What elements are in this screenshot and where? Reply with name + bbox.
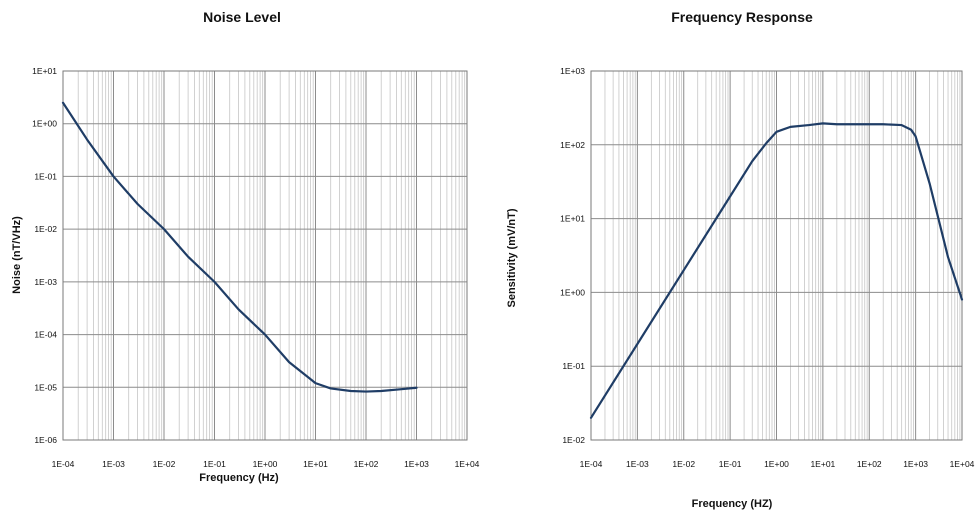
- x-tick-label: 1E-01: [203, 459, 226, 469]
- x-axis-label: Frequency (HZ): [692, 498, 773, 510]
- y-tick-label: 1E+00: [560, 287, 585, 297]
- plot-grid: [590, 70, 963, 441]
- plot-frame: [590, 70, 963, 441]
- y-tick-label: 1E+01: [560, 214, 585, 224]
- x-tick-label: 1E-04: [52, 459, 75, 469]
- y-axis-label: Sensitivity (mV/nT): [506, 208, 518, 307]
- x-tick-label: 1E+02: [857, 459, 882, 469]
- tick-labels: 1E-04 1E-03 1E-02 1E-01 1E+00 1E+01 1E+02 1E+03…: [32, 66, 480, 469]
- y-tick-label: 1E-02: [562, 435, 585, 445]
- x-tick-label: 1E-02: [153, 459, 176, 469]
- x-tick-label: 1E+04: [455, 459, 480, 469]
- x-tick-label: 1E+01: [810, 459, 835, 469]
- y-tick-label: 1E+03: [560, 66, 585, 76]
- x-tick-label: 1E+03: [404, 459, 429, 469]
- y-tick-label: 1E+02: [560, 140, 585, 150]
- y-tick-label: 1E-01: [562, 361, 585, 371]
- x-tick-label: 1E-02: [672, 459, 695, 469]
- x-tick-label: 1E-03: [102, 459, 125, 469]
- chart-title: Frequency Response: [671, 9, 813, 25]
- tick-labels: 1E-04 1E-03 1E-02 1E-01 1E+00 1E+01 1E+02 1E+03…: [560, 66, 975, 469]
- frequency-response-chart: Frequency Response Frequency (HZ) Sensit…: [506, 9, 975, 510]
- series-layer: [589, 122, 964, 419]
- y-tick-label: 1E-05: [34, 382, 57, 392]
- x-axis-label: Frequency (Hz): [199, 472, 279, 484]
- series-line: [589, 122, 964, 419]
- x-tick-label: 1E+00: [764, 459, 789, 469]
- x-tick-label: 1E-04: [580, 459, 603, 469]
- x-tick-label: 1E+00: [253, 459, 278, 469]
- y-tick-label: 1E-02: [34, 224, 57, 234]
- series-line: [61, 101, 418, 393]
- noise-level-chart: Noise Level Frequency (Hz) Noise (nT/VHz…: [11, 9, 480, 484]
- y-tick-label: 1E+00: [32, 119, 57, 129]
- x-tick-label: 1E+03: [903, 459, 928, 469]
- x-tick-label: 1E+02: [354, 459, 379, 469]
- chart-title: Noise Level: [203, 9, 281, 25]
- x-tick-label: 1E-01: [719, 459, 742, 469]
- y-tick-label: 1E-03: [34, 277, 57, 287]
- y-tick-label: 1E-06: [34, 435, 57, 445]
- y-axis-label: Noise (nT/VHz): [11, 216, 23, 294]
- x-tick-label: 1E+01: [303, 459, 328, 469]
- y-tick-label: 1E+01: [32, 66, 57, 76]
- series-layer: [61, 101, 418, 393]
- y-tick-label: 1E-01: [34, 171, 57, 181]
- plot-frame: [62, 70, 468, 441]
- x-tick-label: 1E-03: [626, 459, 649, 469]
- x-tick-label: 1E+04: [950, 459, 975, 469]
- plot-grid: [62, 70, 468, 441]
- y-tick-label: 1E-04: [34, 330, 57, 340]
